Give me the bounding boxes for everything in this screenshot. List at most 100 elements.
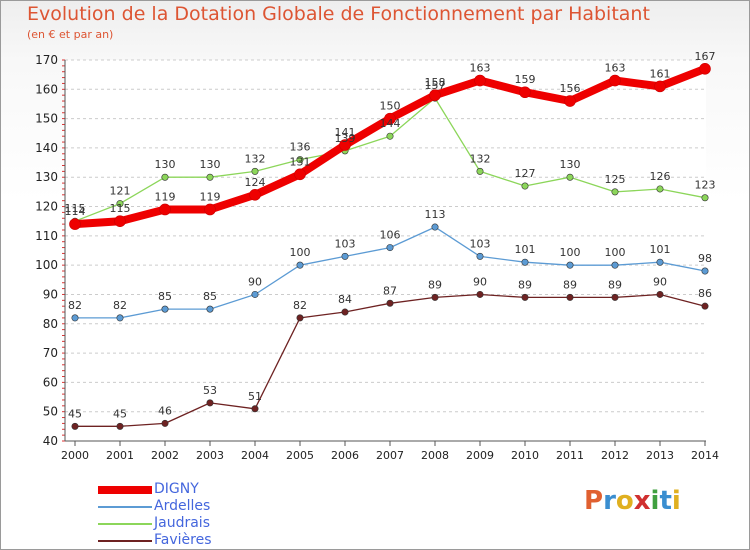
logo-letter: P	[584, 486, 604, 516]
data-point	[159, 203, 171, 216]
data-label: 119	[155, 190, 176, 203]
legend-label: DIGNY	[154, 481, 199, 497]
data-point	[656, 258, 664, 266]
data-point	[251, 405, 259, 413]
data-point	[161, 173, 169, 181]
data-label: 51	[248, 390, 262, 403]
logo-letter: i	[650, 486, 660, 516]
data-point	[654, 80, 666, 93]
data-label: 132	[470, 152, 491, 165]
data-label: 119	[200, 190, 221, 203]
data-point	[71, 422, 79, 430]
data-label: 114	[65, 205, 86, 218]
data-label: 158	[425, 76, 446, 89]
data-point	[699, 62, 711, 75]
data-label: 113	[425, 208, 446, 221]
data-label: 89	[518, 278, 532, 291]
data-label: 98	[698, 252, 712, 265]
data-label: 101	[650, 243, 671, 256]
y-tick-label: 70	[43, 346, 58, 360]
data-label: 156	[560, 82, 581, 95]
data-point	[386, 299, 394, 307]
data-point	[294, 168, 306, 181]
data-label: 90	[653, 275, 667, 288]
data-label: 82	[68, 299, 82, 312]
x-tick-label: 2009	[466, 449, 494, 462]
data-point	[206, 173, 214, 181]
x-tick-label: 2003	[196, 449, 224, 462]
data-label: 163	[470, 62, 491, 75]
y-tick-label: 40	[43, 434, 58, 448]
data-label: 103	[470, 237, 491, 250]
data-point	[701, 302, 709, 310]
data-point	[204, 203, 216, 216]
data-point	[251, 290, 259, 298]
data-point	[566, 293, 574, 301]
y-tick-label: 120	[35, 200, 58, 214]
data-point	[296, 156, 304, 164]
legend-label: Favières	[154, 532, 212, 548]
data-label: 84	[338, 293, 352, 306]
data-label: 124	[245, 176, 266, 189]
data-point	[206, 399, 214, 407]
x-tick-label: 2011	[556, 449, 584, 462]
data-point	[116, 422, 124, 430]
data-label: 131	[290, 155, 311, 168]
data-point	[251, 167, 259, 175]
x-tick-label: 2000	[61, 449, 89, 462]
data-point	[429, 89, 441, 101]
data-label: 90	[473, 275, 487, 288]
data-point	[431, 293, 439, 301]
legend-swatch	[98, 506, 152, 508]
y-tick-label: 160	[35, 82, 58, 96]
data-point	[656, 290, 664, 298]
data-point	[431, 223, 439, 231]
data-point	[521, 293, 529, 301]
data-label: 130	[155, 158, 176, 171]
data-label: 106	[380, 229, 401, 242]
data-point	[206, 305, 214, 313]
x-tick-label: 2010	[511, 449, 539, 462]
data-point	[296, 261, 304, 269]
data-point	[386, 244, 394, 252]
data-label: 163	[605, 62, 626, 75]
data-label: 46	[158, 404, 172, 417]
data-point	[476, 252, 484, 260]
data-point	[566, 261, 574, 269]
y-tick-label: 80	[43, 317, 58, 331]
data-label: 127	[515, 167, 536, 180]
data-label: 136	[290, 141, 311, 154]
data-point	[701, 267, 709, 275]
x-tick-label: 2013	[646, 449, 674, 462]
data-point	[609, 74, 621, 87]
data-point	[339, 139, 351, 151]
legend-label: Jaudrais	[154, 515, 210, 531]
data-point	[116, 200, 124, 208]
data-point	[611, 293, 619, 301]
data-label: 85	[158, 290, 172, 303]
data-label: 125	[605, 173, 626, 186]
y-tick-label: 50	[43, 405, 58, 419]
data-point	[384, 112, 396, 125]
logo-letter: o	[615, 486, 634, 516]
logo-letter: i	[671, 486, 681, 516]
data-point	[656, 185, 664, 193]
data-label: 45	[113, 407, 127, 420]
legend-swatch	[98, 540, 152, 542]
y-tick-label: 140	[35, 141, 58, 155]
data-label: 123	[695, 179, 716, 192]
data-label: 130	[560, 158, 581, 171]
y-tick-label: 130	[35, 170, 58, 184]
data-label: 100	[290, 246, 311, 259]
data-label: 167	[695, 50, 716, 63]
data-label: 157	[425, 79, 446, 92]
proxiti-logo: Proxiti	[584, 486, 681, 516]
data-label: 150	[380, 100, 401, 113]
data-label: 161	[650, 67, 671, 80]
data-label: 132	[245, 152, 266, 165]
y-tick-label: 170	[35, 53, 58, 67]
y-tick-label: 110	[35, 229, 58, 243]
legend-swatch	[98, 523, 152, 525]
data-point	[521, 258, 529, 266]
